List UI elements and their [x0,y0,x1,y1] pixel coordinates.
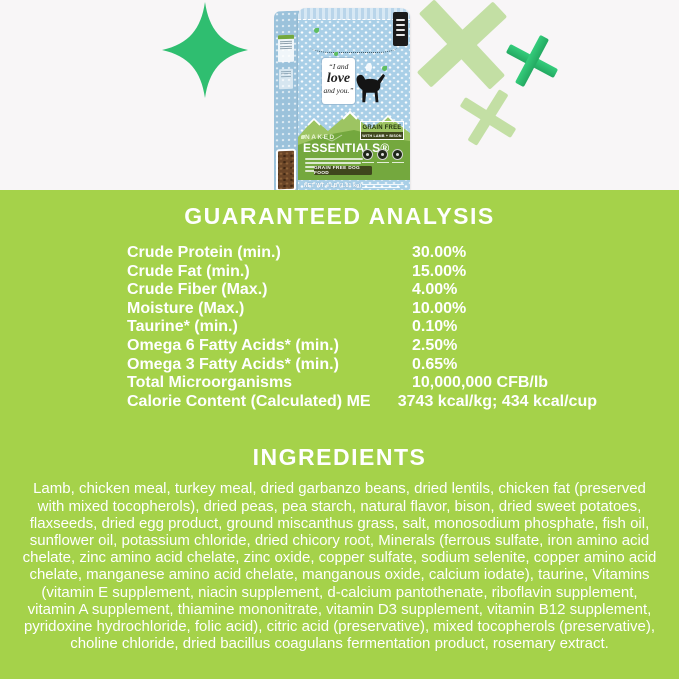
analysis-label: Calorie Content (Calculated) ME [127,392,371,410]
clover-icon [382,66,387,71]
brand-logo-line: and you.” [323,85,354,95]
tagline-arc-text [310,40,398,53]
gusset-label-block [279,68,293,90]
certification-badge-icon [377,149,388,160]
leaf-icon [301,135,305,139]
analysis-label: Total Microorganisms [127,374,293,392]
product-line-name: NAKED [305,134,336,141]
analysis-value: 10,000,000 CFB/lb [412,374,549,392]
sparkle-star-icon [162,2,248,98]
kibble-window [276,148,296,192]
dog-food-bag: “I and love and you.” NAKED ESSENTI [274,8,410,196]
bag-top-seal [298,8,410,20]
variant-subtitle: WITH LAMB + BISON [361,132,403,139]
nutrition-section: GUARANTEED ANALYSIS Crude Protein (min.)… [0,190,679,679]
analysis-row: Taurine* (min.) 0.10% [127,318,597,337]
analysis-value: 0.65% [412,355,458,373]
tape-cross-medium-icon [458,89,518,146]
guaranteed-analysis-table: Crude Protein (min.) 30.00% Crude Fat (m… [127,244,597,411]
bottom-fine-print [362,184,404,190]
analysis-value: 15.00% [412,262,467,280]
analysis-label: Omega 3 Fatty Acids* (min.) [127,355,339,373]
analysis-label: Omega 6 Fatty Acids* (min.) [127,336,339,354]
clover-icon [334,52,338,56]
badge-caption [392,162,404,164]
ingredients-title: INGREDIENTS [252,444,427,471]
certification-badge-icon [392,149,403,160]
brand-logo-line: “I and [328,62,349,71]
balloon-icon [366,63,372,71]
tape-cross-large-icon [416,0,508,90]
analysis-label: Crude Fat (min.) [127,262,250,280]
analysis-row: Total Microorganisms 10,000,000 CFB/lb [127,374,597,393]
analysis-value: 0.10% [412,318,458,336]
analysis-row: Crude Fat (min.) 15.00% [127,263,597,282]
dog-silhouette-icon [356,73,386,103]
certification-badge-icon [362,149,373,160]
analysis-value: 4.00% [412,281,458,299]
analysis-value: 3743 kcal/kg; 434 kcal/cup [397,392,597,410]
badge-caption [362,162,374,164]
ingredients-text: Lamb, chicken meal, turkey meal, dried g… [22,480,657,653]
analysis-value: 30.00% [412,244,467,261]
analysis-row: Crude Protein (min.) 30.00% [127,244,597,263]
net-weight-label: NET WT 4 LB (1.81 kg) [304,183,362,189]
hero-section: “I and love and you.” NAKED ESSENTI [0,0,679,193]
analysis-label: Moisture (Max.) [127,299,245,317]
analysis-row: Moisture (Max.) 10.00% [127,300,597,319]
analysis-row: Omega 3 Fatty Acids* (min.) 0.65% [127,356,597,375]
variant-title: GRAIN FREE [362,124,402,131]
bag-side-gusset [274,10,299,193]
non-gmo-tag [393,12,408,46]
analysis-value: 10.00% [412,299,467,317]
grain-free-banner: GRAIN FREE DOG FOOD [314,166,372,176]
analysis-value: 2.50% [412,336,458,354]
analysis-row: Calorie Content (Calculated) ME 3743 kca… [127,393,597,412]
brand-logo: “I and love and you.” [322,58,355,104]
analysis-label: Crude Protein (min.) [127,244,281,261]
badge-caption [377,162,389,164]
analysis-row: Omega 6 Fatty Acids* (min.) 2.50% [127,337,597,356]
clover-icon [314,28,319,33]
analysis-label: Taurine* (min.) [127,318,238,336]
analysis-label: Crude Fiber (Max.) [127,281,268,299]
variant-callout-box: GRAIN FREE WITH LAMB + BISON [360,121,404,140]
analysis-row: Crude Fiber (Max.) 4.00% [127,281,597,300]
brand-logo-line: love [326,70,351,86]
gusset-label-block [278,34,294,63]
emerald-cross-icon [505,34,559,88]
guaranteed-analysis-title: GUARANTEED ANALYSIS [184,203,495,229]
